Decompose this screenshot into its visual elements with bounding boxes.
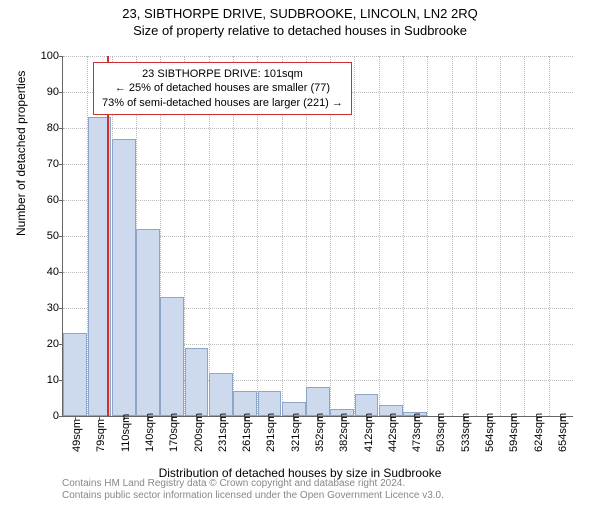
- annotation-line3: 73% of semi-detached houses are larger (…: [102, 96, 343, 110]
- bar: [185, 348, 209, 416]
- y-tick-label: 20: [33, 338, 59, 350]
- annotation-line1: 23 SIBTHORPE DRIVE: 101sqm: [102, 67, 343, 81]
- grid-line-v: [379, 56, 380, 416]
- x-tick-label: 321sqm: [290, 413, 302, 452]
- x-tick-label: 140sqm: [144, 413, 156, 452]
- bar: [209, 373, 233, 416]
- grid-line-v: [427, 56, 428, 416]
- x-tick-label: 624sqm: [533, 413, 545, 452]
- y-tick-label: 10: [33, 374, 59, 386]
- y-tick-label: 50: [33, 230, 59, 242]
- footer-line1: Contains HM Land Registry data © Crown c…: [62, 478, 444, 490]
- y-tick-mark: [59, 272, 63, 273]
- bar: [306, 387, 330, 416]
- y-tick-mark: [59, 92, 63, 93]
- page-title: 23, SIBTHORPE DRIVE, SUDBROOKE, LINCOLN,…: [0, 6, 600, 21]
- x-tick-label: 110sqm: [120, 414, 132, 452]
- grid-line-v: [549, 56, 550, 416]
- grid-line-v: [403, 56, 404, 416]
- y-tick-label: 0: [33, 410, 59, 422]
- grid-line-v: [524, 56, 525, 416]
- y-tick-mark: [59, 56, 63, 57]
- x-tick-label: 442sqm: [387, 413, 399, 452]
- annotation-line2: ← 25% of detached houses are smaller (77…: [102, 81, 343, 95]
- grid-line-v: [354, 56, 355, 416]
- grid-line-v: [500, 56, 501, 416]
- x-tick-label: 261sqm: [241, 413, 253, 452]
- y-tick-label: 60: [33, 194, 59, 206]
- grid-line-h: [63, 56, 573, 57]
- y-tick-mark: [59, 416, 63, 417]
- bar: [112, 139, 136, 416]
- footer-line2: Contains public sector information licen…: [62, 490, 444, 502]
- y-tick-mark: [59, 308, 63, 309]
- grid-line-h: [63, 164, 573, 165]
- bar: [160, 297, 184, 416]
- grid-line-h: [63, 200, 573, 201]
- y-tick-label: 70: [33, 158, 59, 170]
- x-tick-label: 473sqm: [411, 413, 423, 452]
- y-tick-label: 80: [33, 122, 59, 134]
- annotation-box: 23 SIBTHORPE DRIVE: 101sqm ← 25% of deta…: [93, 62, 352, 115]
- y-axis-title: Number of detached properties: [14, 71, 28, 236]
- y-tick-label: 100: [33, 50, 59, 62]
- y-tick-label: 40: [33, 266, 59, 278]
- x-tick-label: 382sqm: [338, 413, 350, 452]
- x-tick-label: 503sqm: [435, 413, 447, 452]
- bar: [136, 229, 160, 416]
- y-tick-mark: [59, 128, 63, 129]
- x-tick-label: 200sqm: [193, 413, 205, 452]
- x-tick-label: 170sqm: [168, 413, 180, 452]
- footer: Contains HM Land Registry data © Crown c…: [62, 478, 444, 502]
- grid-line-v: [452, 56, 453, 416]
- x-tick-label: 654sqm: [557, 413, 569, 452]
- y-tick-mark: [59, 164, 63, 165]
- x-tick-label: 352sqm: [314, 413, 326, 452]
- y-tick-label: 30: [33, 302, 59, 314]
- chart-area: 010203040506070809010049sqm79sqm110sqm14…: [62, 56, 573, 417]
- x-tick-label: 49sqm: [71, 419, 83, 452]
- x-tick-label: 79sqm: [95, 419, 107, 452]
- y-tick-label: 90: [33, 86, 59, 98]
- grid-line-v: [476, 56, 477, 416]
- x-tick-label: 594sqm: [508, 413, 520, 452]
- x-tick-label: 564sqm: [484, 413, 496, 452]
- y-tick-mark: [59, 200, 63, 201]
- x-tick-label: 291sqm: [265, 413, 277, 452]
- grid-line-h: [63, 128, 573, 129]
- y-tick-mark: [59, 236, 63, 237]
- x-tick-label: 231sqm: [217, 413, 229, 452]
- page-subtitle: Size of property relative to detached ho…: [0, 23, 600, 38]
- x-tick-label: 412sqm: [363, 413, 375, 452]
- bar: [63, 333, 87, 416]
- x-tick-label: 533sqm: [460, 413, 472, 452]
